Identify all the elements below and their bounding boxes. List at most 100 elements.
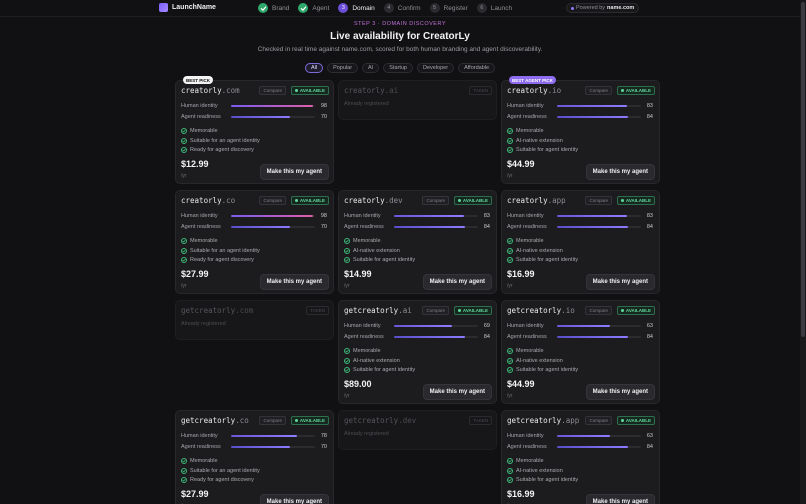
make-this-my-agent-button[interactable]: Make this my agent [259,494,329,504]
feature-item: AI-native extension [507,137,563,145]
make-this-my-agent-button[interactable]: Make this my agent [259,274,329,290]
feature-item: Suitable for agent identity [507,256,578,264]
score-bar-fill [231,116,290,118]
available-label: AVAILABLE [625,88,651,93]
available-badge: AVAILABLE [616,416,655,425]
feature-item: Memorable [181,237,218,245]
domain-card[interactable]: creatorly.app AVAILABLE Compare Human ident… [501,190,660,294]
feature-text: Suitable for an agent identity [190,137,260,144]
metric-label: Agent readiness [507,224,547,230]
score-value: 83 [646,103,653,109]
step-launch[interactable]: 6 Launch [476,3,512,13]
domain-card[interactable]: BEST AGENT PICK creatorly.io AVAILABLE Comp… [501,76,660,184]
compare-button[interactable]: Compare [585,306,612,315]
step-number: 6 [476,3,487,13]
available-badge: AVAILABLE [290,416,329,425]
compare-button[interactable]: Compare [585,416,612,425]
agent-readiness-score: Agent readiness 70 [181,443,327,451]
feature-text: Ready for agent discovery [190,147,254,153]
available-label: AVAILABLE [299,198,325,203]
domain-base: creatorly [181,196,222,205]
check-circle-icon [181,137,187,144]
score-bar-fill [557,226,628,228]
check-icon [298,3,309,13]
filter-chip-popular[interactable]: Popular [327,63,359,73]
feature-item: Suitable for an agent identity [181,247,260,255]
step-eyebrow: STEP 3 · DOMAIN DISCOVERY [353,21,447,27]
score-bar [394,215,478,217]
domain-tld: .co [235,416,249,425]
score-bar-fill [557,215,627,217]
filter-chip-developer[interactable]: Developer [416,63,455,73]
price-period: /yr [507,283,513,289]
domain-card[interactable]: getcreatorly.app AVAILABLE Compare Human id… [501,410,660,504]
feature-item: Memorable [181,457,218,465]
compare-button[interactable]: Compare [259,86,286,95]
filter-chip-startup[interactable]: Startup [383,63,413,73]
available-label: AVAILABLE [625,198,651,203]
domain-tld: .dev [398,416,417,425]
check-circle-icon [507,238,513,244]
score-bar [557,435,641,437]
make-this-my-agent-button[interactable]: Make this my agent [585,384,655,400]
domain-name: getcreatorly.app [507,416,579,425]
check-circle-icon [507,137,513,144]
feature-text: Suitable for agent identity [353,367,416,373]
available-label: AVAILABLE [299,418,325,423]
compare-button[interactable]: Compare [259,196,286,205]
make-this-my-agent-button[interactable]: Make this my agent [422,274,492,290]
compare-button[interactable]: Compare [422,306,449,315]
powered-by-badge: Powered by name.com [566,3,640,13]
feature-item: Memorable [507,237,544,245]
step-domain[interactable]: 3 Domain [338,3,375,13]
page-scrollbar[interactable] [800,0,806,504]
score-bar-fill [557,105,627,107]
compare-button[interactable]: Compare [259,416,286,425]
step-confirm[interactable]: 4 Confirm [383,3,421,13]
feature-text: Ready for agent discovery [190,257,254,263]
score-bar [394,226,478,228]
metric-label: Agent readiness [344,334,384,340]
step-register[interactable]: 5 Register [429,3,468,13]
domain-card[interactable]: creatorly.co AVAILABLE Compare Human identi… [175,190,334,294]
page-subtitle: Checked in real time against name.com, s… [257,46,543,53]
score-bar-fill [557,116,628,118]
domain-card[interactable]: BEST PICK creatorly.com AVAILABLE Compare Hu… [175,76,334,184]
feature-item: Memorable [181,127,218,135]
human-identity-score: Human identity 83 [507,212,653,220]
score-bar [231,435,315,437]
price-period: /yr [507,173,513,179]
domain-tld: .io [547,86,562,95]
metric-label: Human identity [507,323,544,329]
compare-button[interactable]: Compare [585,86,612,95]
filter-chip-ai[interactable]: AI [362,63,380,73]
score-bar-fill [394,325,452,327]
make-this-my-agent-button[interactable]: Make this my agent [585,494,655,504]
scrollbar-thumb[interactable] [801,2,805,337]
price: $27.99 [181,269,209,279]
domain-card[interactable]: creatorly.dev AVAILABLE Compare Human ident… [338,190,497,294]
price: $16.99 [507,269,535,279]
domain-card[interactable]: getcreatorly.co AVAILABLE Compare Human ide… [175,410,334,504]
price: $27.99 [181,489,209,499]
filter-chip-affordable[interactable]: Affordable [458,63,496,73]
app-logo[interactable]: LaunchName [159,3,216,12]
feature-text: Memorable [516,458,544,464]
make-this-my-agent-button[interactable]: Make this my agent [259,164,329,180]
domain-tld: .com [221,86,240,95]
compare-button[interactable]: Compare [422,196,449,205]
compare-button[interactable]: Compare [585,196,612,205]
available-label: AVAILABLE [462,198,488,203]
filter-chip-all[interactable]: All [304,63,324,73]
domain-card[interactable]: getcreatorly.io AVAILABLE Compare Human ide… [501,300,660,404]
domain-card[interactable]: getcreatorly.ai AVAILABLE Compare Human ide… [338,300,497,404]
make-this-my-agent-button[interactable]: Make this my agent [585,274,655,290]
step-agent[interactable]: Agent [298,3,329,13]
price: $44.99 [507,379,535,389]
score-value: 84 [646,334,653,340]
score-bar-fill [394,215,464,217]
available-badge: AVAILABLE [290,86,329,95]
make-this-my-agent-button[interactable]: Make this my agent [422,384,492,400]
make-this-my-agent-button[interactable]: Make this my agent [585,164,655,180]
step-brand[interactable]: Brand [258,3,289,13]
